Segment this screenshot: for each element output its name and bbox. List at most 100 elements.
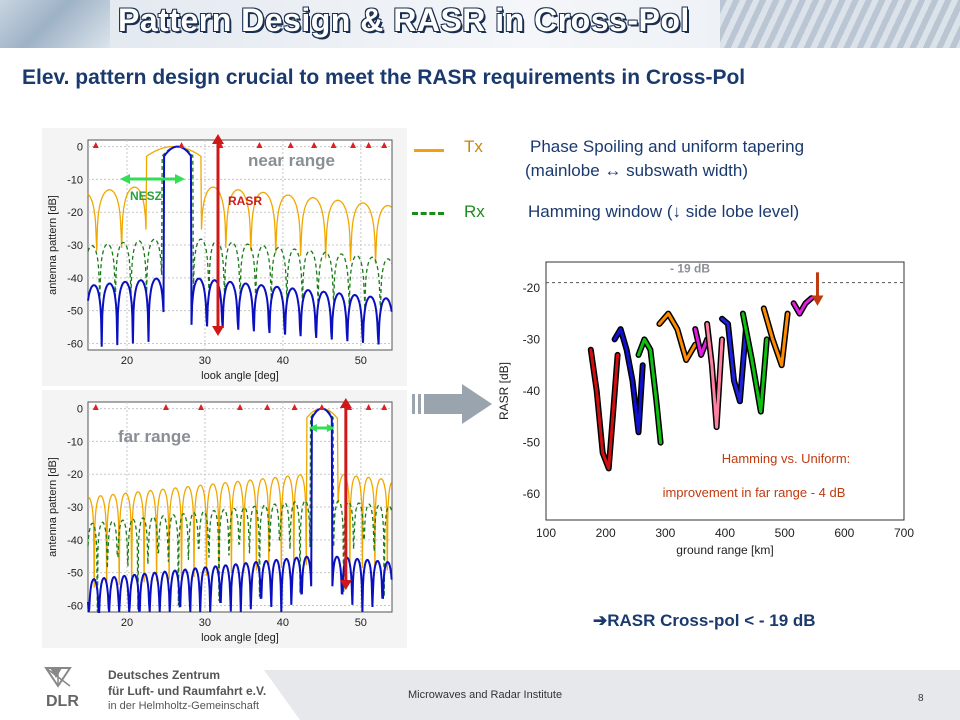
rasr-series-line (705, 322, 724, 429)
y-axis-label: RASR [dB] (497, 362, 511, 420)
y-tick-label: -40 (67, 273, 83, 285)
nesz-label: NESZ (130, 189, 162, 203)
transition-arrow-icon (412, 384, 492, 424)
banner-left-image (0, 0, 110, 48)
ambiguity-marker (311, 142, 318, 148)
ambiguity-marker (287, 142, 294, 148)
dlr-logo-text: DLR (46, 693, 79, 710)
x-tick-label: 300 (655, 526, 675, 540)
x-axis-label: ground range [km] (676, 543, 773, 557)
rx-legend-text: Hamming window (↓ side lobe level) (528, 202, 800, 221)
nesz-arrow-head-left (120, 174, 130, 184)
annotation-line-2: improvement in far range - 4 dB (663, 485, 846, 500)
ambiguity-marker (365, 404, 372, 410)
x-tick-label: 20 (121, 355, 133, 367)
title-banner: Pattern Design & RASR in Cross-Pol (0, 0, 960, 48)
tx-legend-label: Tx (464, 137, 483, 156)
pattern-series-line (87, 407, 393, 613)
rx-legend-label: Rx (464, 202, 485, 221)
rasr-label: RASR (228, 194, 262, 208)
nesz-arrow-head-left (308, 424, 317, 432)
tx-legend-text-2: (mainlobe ↔ subswath width) (525, 161, 748, 180)
near-range-chart: 20 30 40 50 0 -10 -20 -30 -40 -50 -60 look angle [d… (42, 128, 407, 386)
ambiguity-marker (318, 404, 325, 410)
rasr-series-line (720, 317, 748, 403)
y-tick-label: 0 (77, 142, 83, 154)
ambiguity-marker (350, 142, 357, 148)
y-tick-label: -60 (67, 600, 83, 612)
ambiguity-marker (264, 404, 271, 410)
pattern-series-line (87, 407, 393, 588)
ambiguity-marker (256, 142, 263, 148)
ambiguity-marker (381, 142, 388, 148)
footer-logo-area (0, 670, 300, 720)
institute-name: Microwaves and Radar Institute (408, 689, 563, 701)
x-tick-label: 30 (199, 617, 211, 629)
rx-legend-line (412, 212, 444, 215)
ambiguity-marker (237, 404, 243, 410)
ambiguity-marker (92, 404, 99, 410)
ambiguity-marker (381, 404, 388, 410)
rasr-series-line (589, 348, 620, 470)
x-tick-label: 50 (355, 355, 367, 367)
x-tick-label: 600 (834, 526, 854, 540)
y-tick-label: -60 (67, 338, 83, 350)
y-tick-label: -20 (67, 207, 83, 219)
right-arrow-icon: ➔ (593, 611, 608, 630)
x-tick-label: 200 (596, 526, 616, 540)
threshold-label: - 19 dB (670, 262, 710, 276)
nesz-arrow-head-right (326, 424, 335, 432)
rasr-chart: - 19 dB 100 200 300 400 500 600 700 -20 -30 -40 -50… (497, 261, 914, 557)
ambiguity-marker (330, 142, 337, 148)
dlr-name-line-2: für Luft- und Raumfahrt e.V. (108, 684, 267, 698)
x-tick-label: 40 (277, 617, 289, 629)
plot-area (545, 261, 905, 521)
page-number: 8 (918, 693, 924, 704)
pattern-series-line (87, 407, 393, 613)
y-tick-label: -20 (67, 469, 83, 481)
dlr-name-line-3: in der Helmholtz-Gemeinschaft (108, 700, 260, 712)
pattern-series-line (87, 145, 393, 264)
y-tick-label: -10 (67, 436, 83, 448)
rasr-arrow-head-bottom (212, 326, 224, 336)
pattern-series-line (87, 145, 393, 347)
x-tick-label: 40 (277, 355, 289, 367)
tx-legend-text-1: Phase Spoiling and uniform tapering (530, 137, 805, 156)
rasr-series-line (657, 312, 697, 362)
y-tick-label: -60 (523, 487, 541, 501)
y-tick-label: -30 (67, 240, 83, 252)
rasr-arrow-head-bottom (339, 580, 352, 590)
rasr-series-line (762, 306, 790, 367)
ambiguity-marker (198, 404, 205, 410)
y-tick-label: -50 (523, 436, 541, 450)
x-tick-label: 500 (775, 526, 795, 540)
rasr-series-line (741, 312, 769, 414)
dlr-name-line-1: Deutsches Zentrum (108, 668, 221, 682)
y-tick-label: 0 (77, 404, 83, 416)
nesz-arrow-head-right (175, 174, 185, 184)
x-tick-label: 30 (199, 355, 211, 367)
x-tick-label: 50 (355, 617, 367, 629)
rasr-series-line (637, 337, 663, 445)
y-tick-label: -10 (67, 174, 83, 186)
ambiguity-marker (162, 404, 169, 410)
improvement-arrow-head (811, 295, 824, 306)
x-axis-label: look angle [deg] (201, 632, 279, 644)
tx-legend-line (414, 149, 444, 152)
rasr-series-line (693, 327, 709, 357)
y-tick-label: -20 (523, 281, 541, 295)
y-tick-label: -30 (67, 502, 83, 514)
x-axis-label: look angle [deg] (201, 370, 279, 382)
far-range-chart: 20 30 40 50 0 -10 -20 -30 -40 -50 -60 look angle [d… (42, 390, 407, 648)
dlr-logo-icon: DLR (44, 667, 79, 710)
slide-title: Pattern Design & RASR in Cross-Pol (118, 2, 690, 38)
rasr-arrow-head-top (339, 398, 352, 408)
pattern-series-line (87, 145, 393, 312)
y-tick-label: -40 (67, 535, 83, 547)
y-axis-label: antenna pattern [dB] (47, 457, 59, 557)
ambiguity-marker (291, 404, 298, 410)
y-tick-label: -50 (67, 568, 83, 580)
y-tick-label: -30 (523, 332, 541, 346)
chart-annotation: far range (118, 427, 191, 446)
ambiguity-marker (92, 142, 99, 148)
